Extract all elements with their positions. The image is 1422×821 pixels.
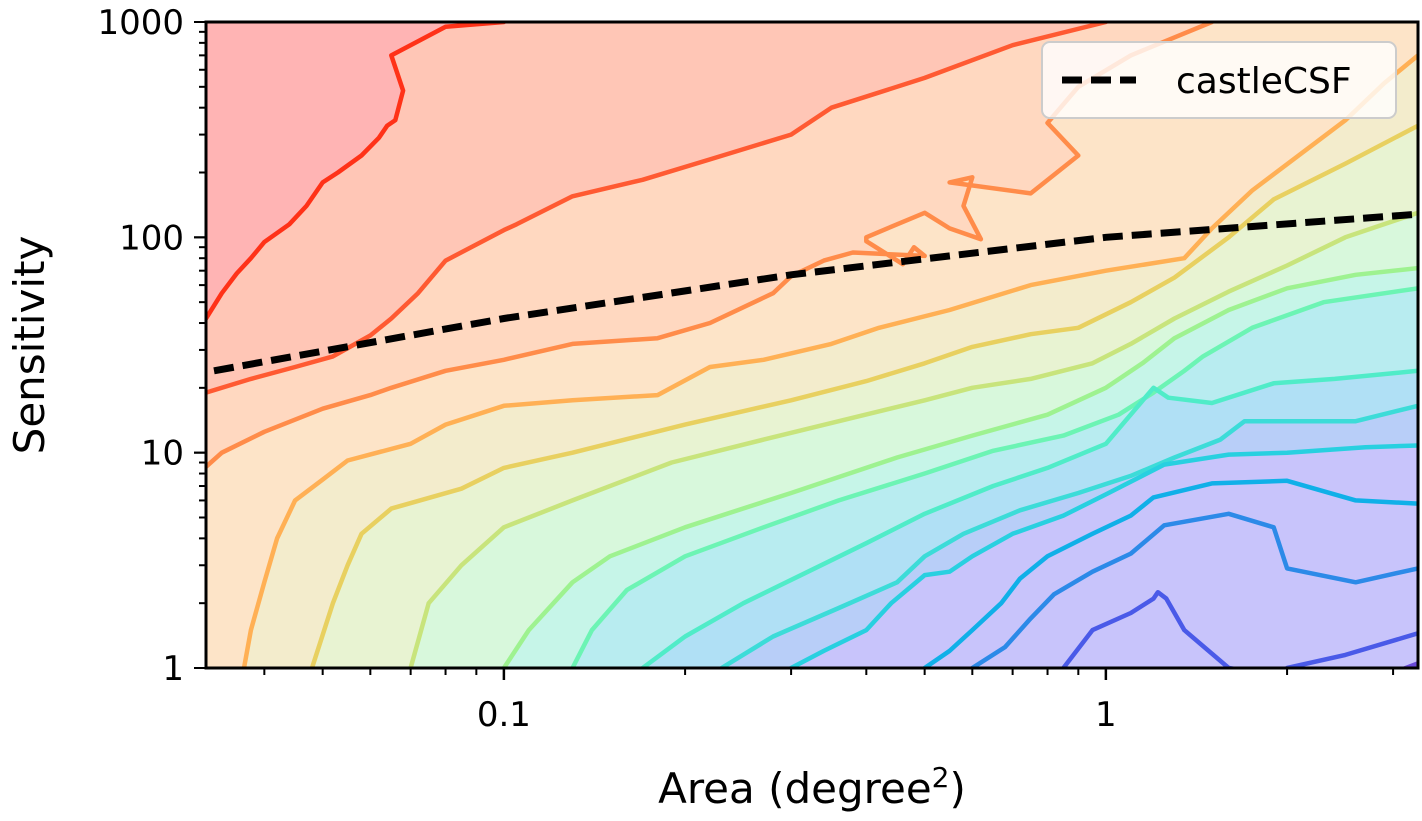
contour-line [206,22,1215,470]
plot-frame [204,20,1420,670]
contour-region [1023,592,1229,668]
contour-region [932,513,1418,668]
x-axis-title-superscript: 2 [932,761,950,794]
y-tick-label: 100 [119,218,184,258]
y-tick-label: 10 [141,434,184,474]
contour-line [206,22,507,321]
contour-line [1399,661,1418,668]
contour-fills [206,22,1418,668]
x-tick-label: 1 [1095,695,1117,735]
contour-lines [206,22,1418,668]
contour-line [788,443,1418,668]
contour-region [1247,633,1418,668]
contour-line [206,22,1109,395]
contour-line [922,478,1418,668]
legend: castleCSF [1041,41,1397,119]
contour-line [309,123,1418,668]
y-tick-label: 1 [162,649,184,689]
axis-ticks: 0.1 1 1 10 100 1000 [97,3,1395,735]
contour-line [719,403,1418,668]
legend-box [1041,41,1397,119]
contour-line [570,286,1418,668]
legend-label-castlecsf: castleCSF [1176,61,1352,102]
x-axis-title-main: Area (degree [658,764,932,813]
contour-line [640,368,1418,668]
contour-line [241,53,1418,668]
series-line-castlecsf [213,210,1418,375]
contour-region [1405,663,1418,668]
contour-line [970,511,1418,668]
series-lines [213,210,1418,375]
contour-line [1284,631,1418,668]
contour-line [1061,589,1244,668]
x-axis-title: Area (degree2) [658,761,966,813]
contour-line [408,210,1418,668]
x-axis-title-close: ) [950,764,966,813]
x-tick-label: 0.1 [477,695,531,735]
y-axis-title: Sensitivity [5,236,54,455]
y-tick-label: 1000 [97,3,184,43]
contour-line [501,265,1418,668]
